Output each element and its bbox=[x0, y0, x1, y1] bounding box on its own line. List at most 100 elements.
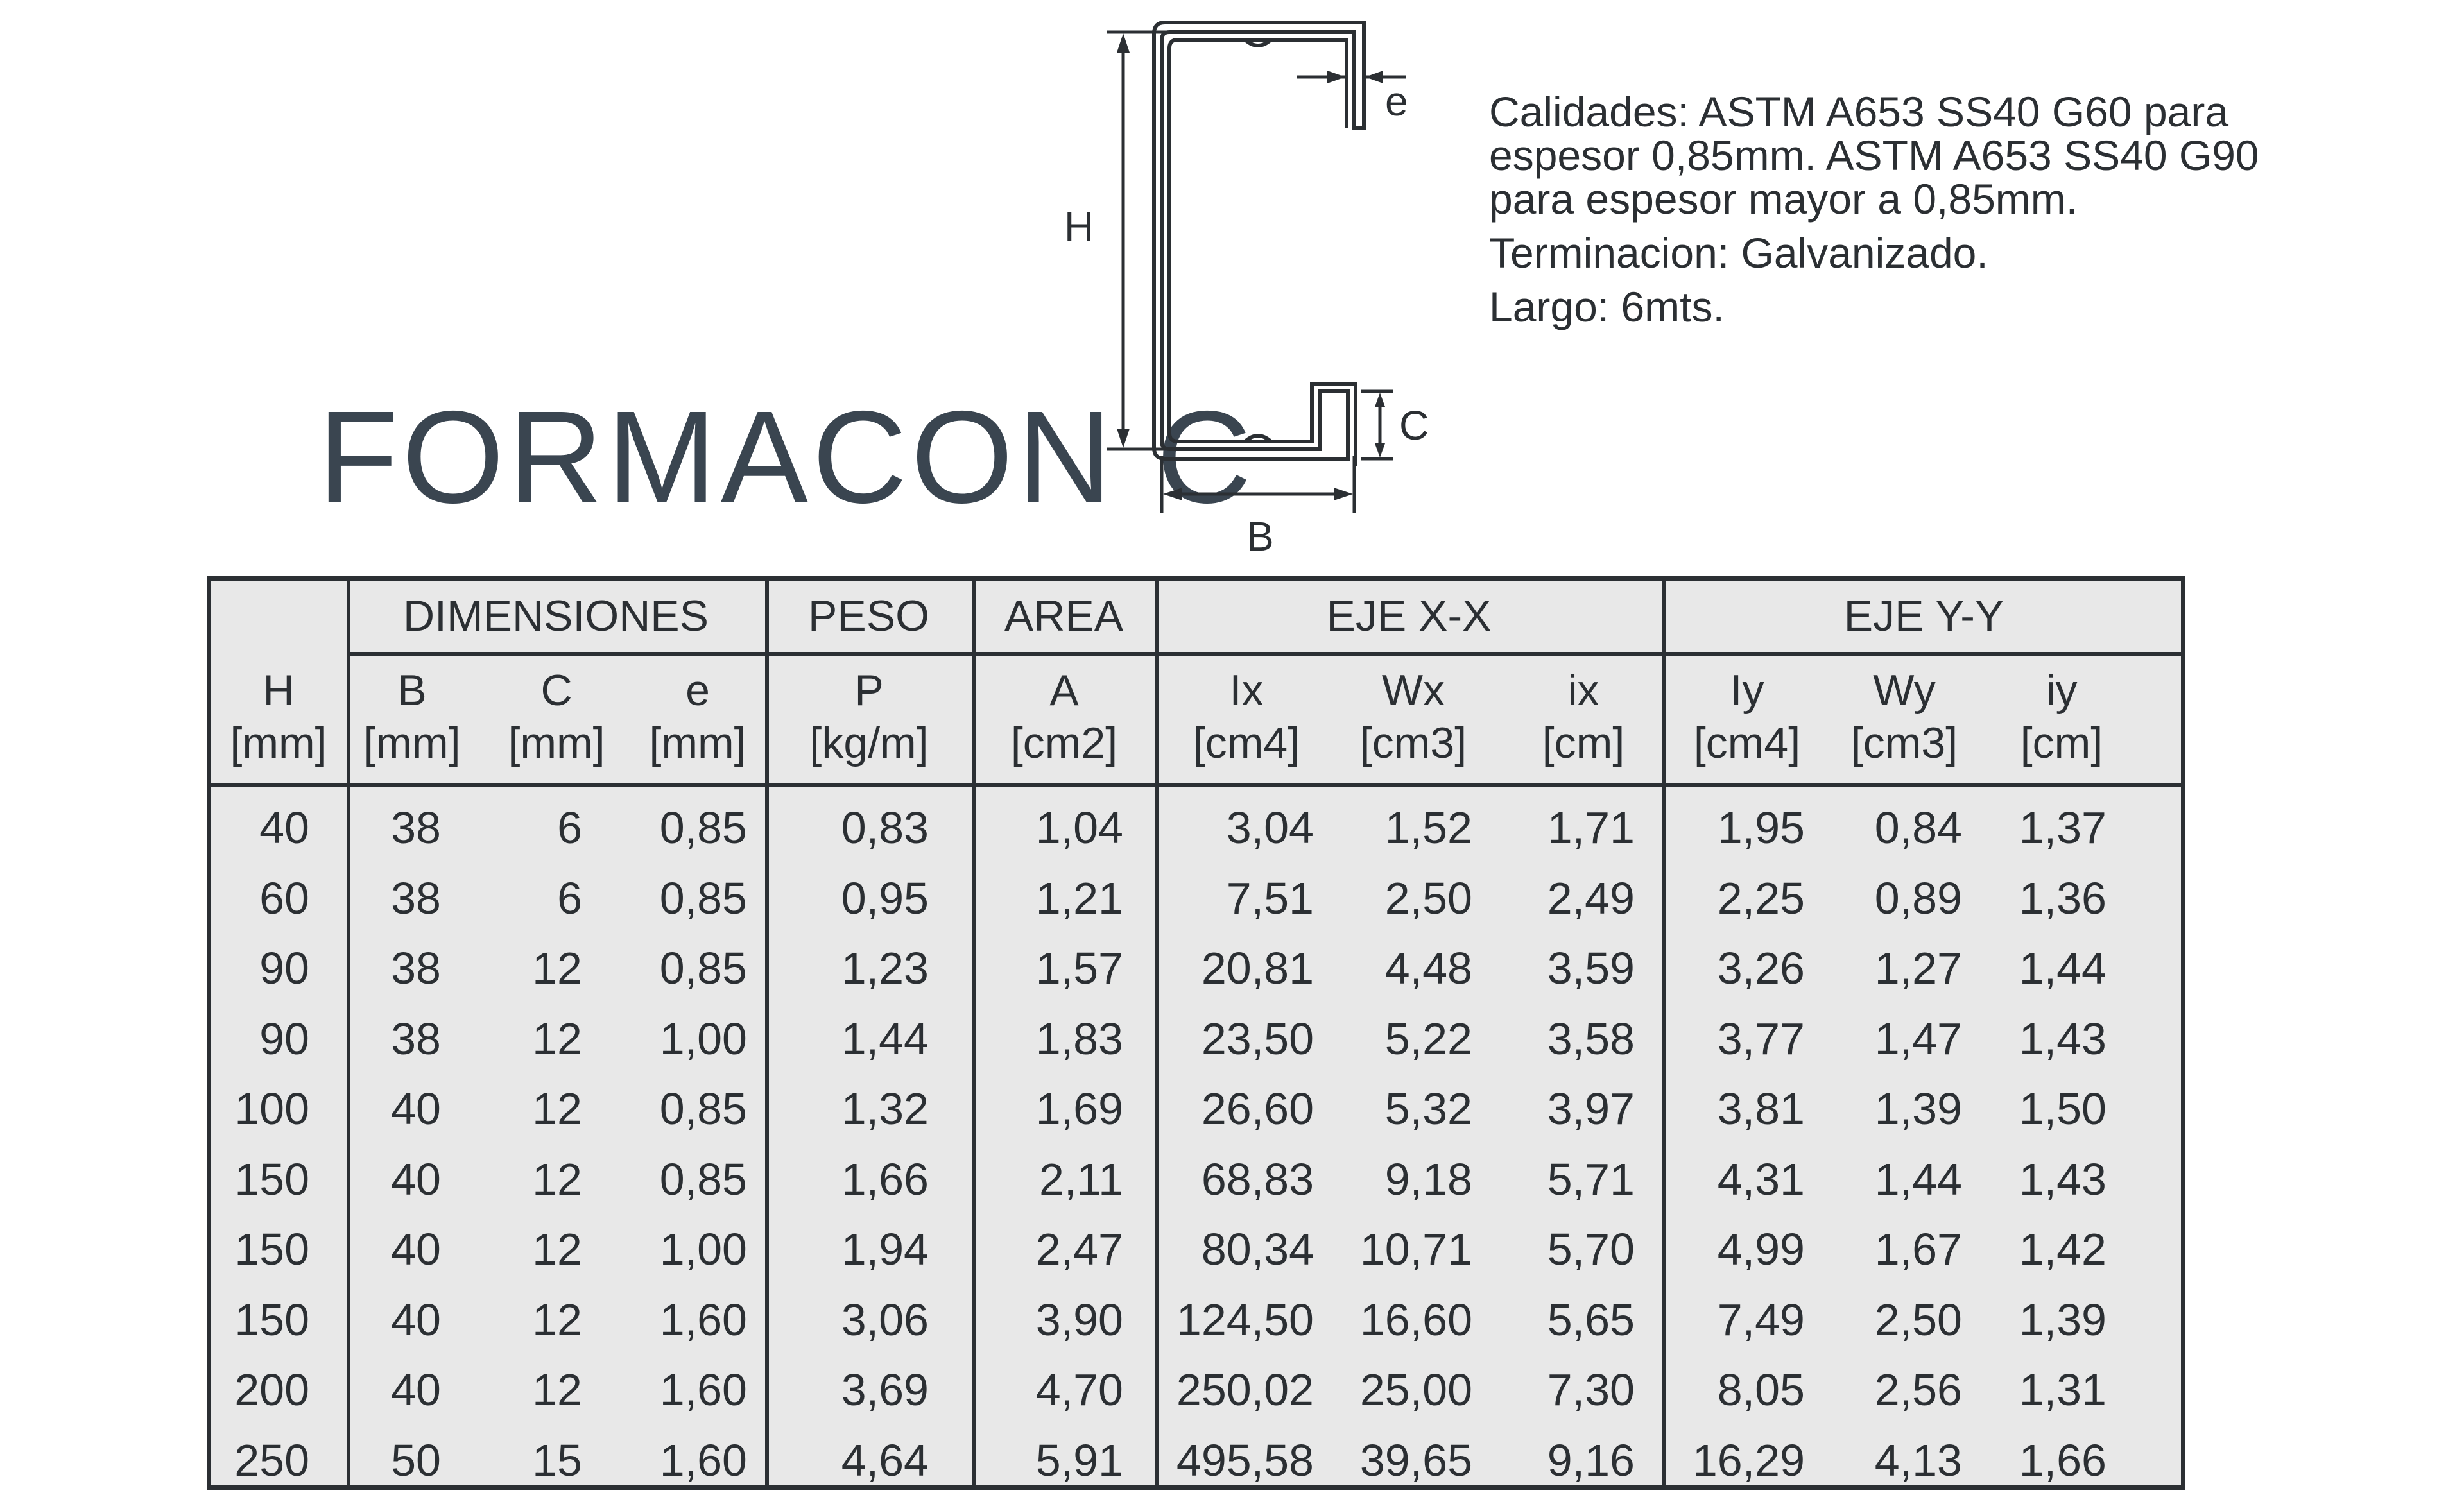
table-cell: 6 bbox=[557, 803, 582, 853]
column-header-unit: [mm] bbox=[649, 719, 746, 767]
group-eje-y: EJE Y-Y bbox=[1843, 592, 2004, 640]
table-cell: 3,97 bbox=[1547, 1084, 1635, 1134]
column-header-unit: [cm4] bbox=[1693, 719, 1801, 767]
c-profile-outline bbox=[1152, 21, 1366, 461]
table-cell: 1,60 bbox=[659, 1295, 747, 1345]
table-divider-0 bbox=[347, 576, 350, 1490]
table-cell: 1,47 bbox=[1874, 1014, 1962, 1064]
table-cell: 12 bbox=[532, 1154, 582, 1204]
table-cell: 6 bbox=[557, 873, 582, 923]
table-cell: 10,71 bbox=[1359, 1224, 1472, 1274]
table-cell: 1,44 bbox=[841, 1014, 929, 1064]
table-cell: 3,58 bbox=[1547, 1014, 1635, 1064]
table-cell: 5,32 bbox=[1384, 1084, 1472, 1134]
group-peso: PESO bbox=[808, 592, 929, 640]
table-cell: 1,60 bbox=[659, 1365, 747, 1415]
table-cell: 8,05 bbox=[1717, 1365, 1805, 1415]
table-cell: 2,50 bbox=[1874, 1295, 1962, 1345]
group-area: AREA bbox=[1004, 592, 1124, 640]
table-cell: 1,23 bbox=[841, 943, 929, 993]
column-header-symbol: Ix bbox=[1229, 666, 1264, 715]
column-header-unit: [kg/m] bbox=[809, 719, 929, 767]
table-cell: 38 bbox=[391, 1014, 441, 1064]
table-cell: 1,43 bbox=[2019, 1154, 2106, 1204]
table-cell: 1,44 bbox=[2019, 943, 2106, 993]
spec-terminacion: Terminacion: Galvanizado. bbox=[1489, 229, 1988, 277]
table-cell: 0,85 bbox=[659, 873, 747, 923]
table-cell: 90 bbox=[259, 1014, 309, 1064]
table-cell: 1,95 bbox=[1717, 803, 1805, 853]
table-cell: 38 bbox=[391, 803, 441, 853]
table-cell: 4,31 bbox=[1717, 1154, 1805, 1204]
table-cell: 3,90 bbox=[1035, 1295, 1123, 1345]
table-divider-2 bbox=[972, 576, 976, 1490]
table-cell: 2,25 bbox=[1717, 873, 1805, 923]
specs-notes: Calidades: ASTM A653 SS40 G60 para espes… bbox=[1489, 90, 2311, 339]
table-cell: 1,69 bbox=[1035, 1084, 1123, 1134]
table-cell: 1,44 bbox=[1874, 1154, 1962, 1204]
table-cell: 40 bbox=[391, 1154, 441, 1204]
table-background bbox=[207, 576, 2185, 1490]
table-cell: 12 bbox=[532, 1295, 582, 1345]
table-cell: 100 bbox=[234, 1084, 309, 1134]
column-header-unit: [cm3] bbox=[1850, 719, 1958, 767]
table-cell: 0,95 bbox=[841, 873, 929, 923]
column-header-symbol: C bbox=[540, 666, 573, 715]
table-cell: 1,57 bbox=[1035, 943, 1123, 993]
column-header-symbol: Wx bbox=[1381, 666, 1445, 715]
table-cell: 0,84 bbox=[1874, 803, 1962, 853]
spec-calidades: Calidades: ASTM A653 SS40 G60 para espes… bbox=[1489, 88, 2259, 223]
column-header-symbol: B bbox=[397, 666, 427, 715]
table-cell: 1,71 bbox=[1547, 803, 1635, 853]
table-cell: 9,16 bbox=[1547, 1435, 1635, 1485]
column-header-symbol: ix bbox=[1567, 666, 1599, 715]
table-cell: 38 bbox=[391, 873, 441, 923]
table-cell: 250,02 bbox=[1176, 1365, 1314, 1415]
table-header-underline bbox=[207, 783, 2185, 787]
table-cell: 495,58 bbox=[1176, 1435, 1314, 1485]
table-cell: 40 bbox=[391, 1224, 441, 1274]
table-cell: 16,60 bbox=[1359, 1295, 1472, 1345]
table-cell: 124,50 bbox=[1176, 1295, 1314, 1345]
table-cell: 12 bbox=[532, 1365, 582, 1415]
table-cell: 4,70 bbox=[1035, 1365, 1123, 1415]
dim-e-label: e bbox=[1385, 78, 1408, 124]
table-cell: 2,50 bbox=[1384, 873, 1472, 923]
column-header-symbol: P bbox=[854, 666, 884, 715]
column-header-unit: [mm] bbox=[230, 719, 327, 767]
table-group-underline bbox=[347, 652, 2185, 656]
table-cell: 150 bbox=[234, 1295, 309, 1345]
table-cell: 68,83 bbox=[1201, 1154, 1314, 1204]
table-cell: 12 bbox=[532, 1224, 582, 1274]
table-cell: 80,34 bbox=[1201, 1224, 1314, 1274]
table-cell: 4,64 bbox=[841, 1435, 929, 1485]
table-cell: 1,32 bbox=[841, 1084, 929, 1134]
table-cell: 1,67 bbox=[1874, 1224, 1962, 1274]
spec-largo: Largo: 6mts. bbox=[1489, 283, 1725, 330]
table-cell: 9,18 bbox=[1384, 1154, 1472, 1204]
table-cell: 3,26 bbox=[1717, 943, 1805, 993]
table-cell: 4,99 bbox=[1717, 1224, 1805, 1274]
table-cell: 7,49 bbox=[1717, 1295, 1805, 1345]
table-cell: 1,52 bbox=[1384, 803, 1472, 853]
table-cell: 3,59 bbox=[1547, 943, 1635, 993]
table-cell: 0,85 bbox=[659, 943, 747, 993]
table-divider-1 bbox=[765, 576, 769, 1490]
table-cell: 2,11 bbox=[1038, 1154, 1123, 1204]
table-cell: 0,89 bbox=[1874, 873, 1962, 923]
table-cell: 5,70 bbox=[1547, 1224, 1635, 1274]
table-cell: 1,83 bbox=[1035, 1014, 1123, 1064]
table-cell: 39,65 bbox=[1359, 1435, 1472, 1485]
table-cell: 38 bbox=[391, 943, 441, 993]
table-cell: 1,00 bbox=[659, 1224, 747, 1274]
column-header-symbol: A bbox=[1049, 666, 1079, 715]
table-cell: 1,21 bbox=[1035, 873, 1123, 923]
table-cell: 0,85 bbox=[659, 1154, 747, 1204]
table-cell: 1,50 bbox=[2019, 1084, 2106, 1134]
table-cell: 3,81 bbox=[1717, 1084, 1805, 1134]
table-cell: 1,66 bbox=[2019, 1435, 2106, 1485]
column-header-unit: [cm3] bbox=[1359, 719, 1467, 767]
table-cell: 15 bbox=[532, 1435, 582, 1485]
table-cell: 12 bbox=[532, 943, 582, 993]
table-cell: 1,94 bbox=[841, 1224, 929, 1274]
